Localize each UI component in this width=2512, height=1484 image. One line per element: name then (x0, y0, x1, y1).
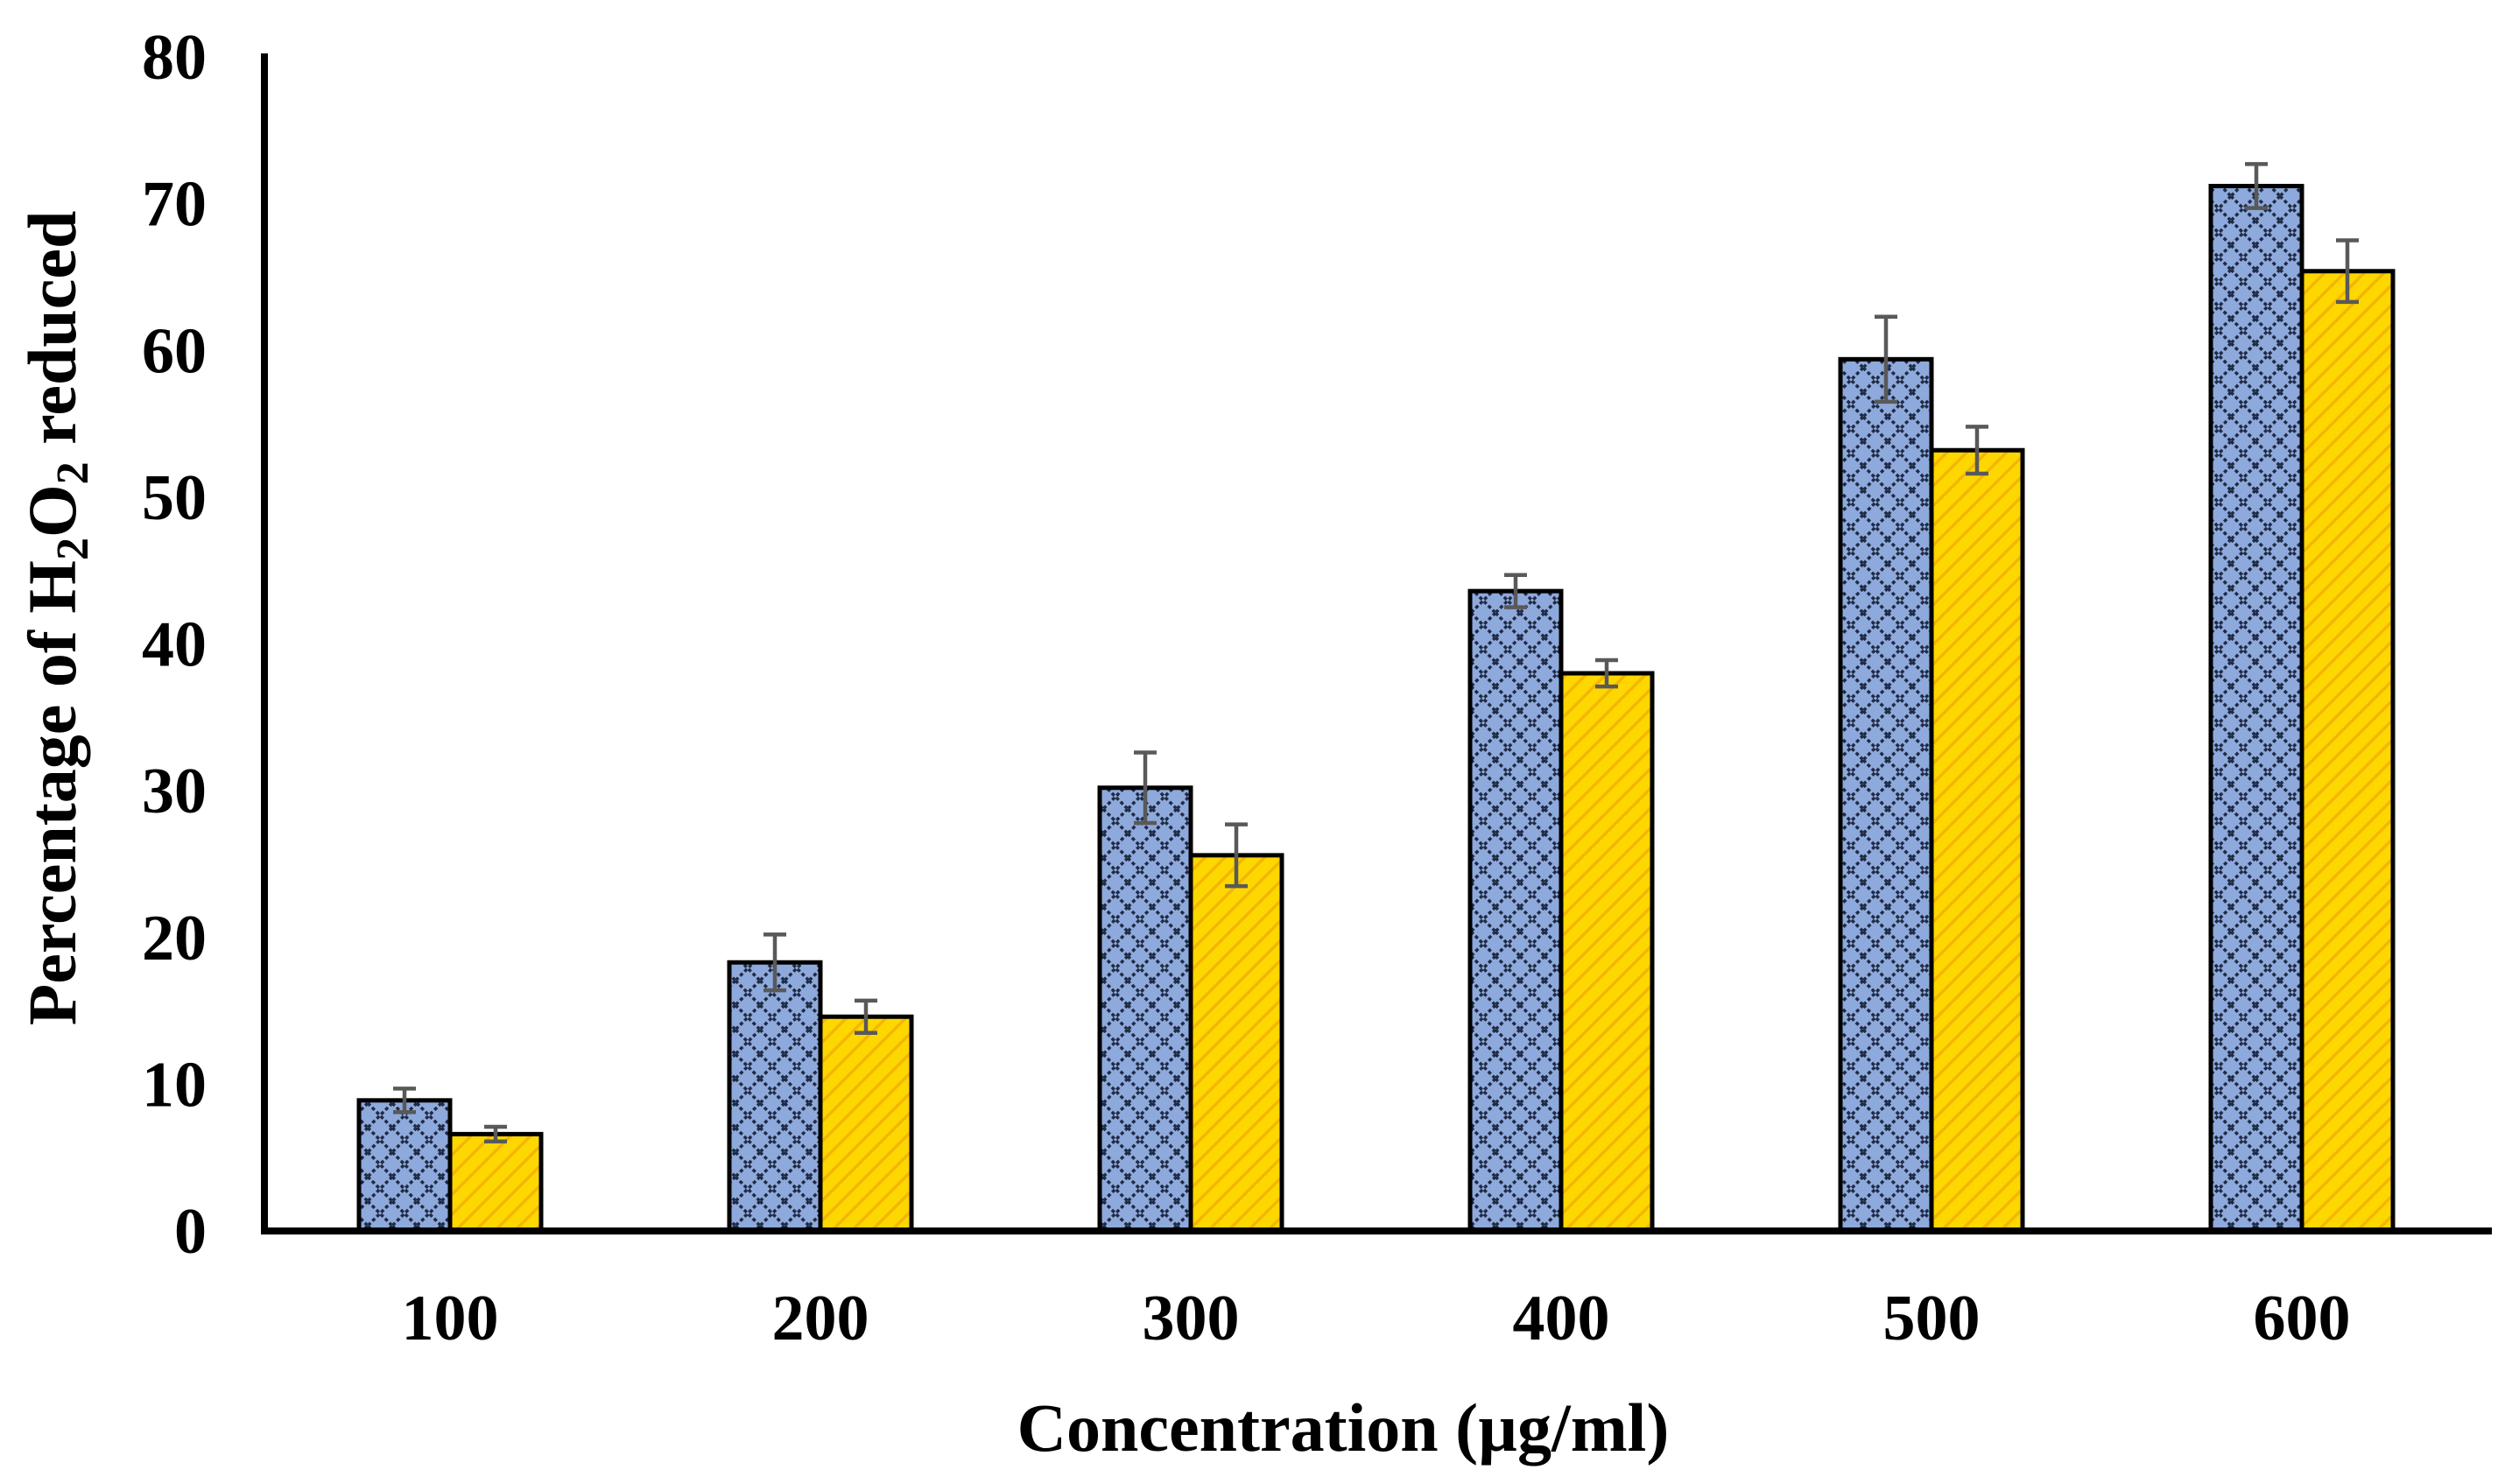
y-tick-label: 20 (142, 903, 207, 974)
bar-series-2-100 (447, 1131, 544, 1234)
bar-series-2-400 (1559, 671, 1655, 1234)
y-axis-tick-labels: 0 10 20 30 40 50 60 70 80 (142, 22, 207, 1268)
y-tick-label: 40 (142, 609, 207, 681)
y-axis-title-part: O (14, 484, 90, 538)
y-tick-label: 10 (142, 1049, 207, 1121)
y-tick-label: 60 (142, 315, 207, 387)
error-bar-series-1-500 (1875, 314, 1897, 404)
bar-series-1-400 (1467, 588, 1564, 1234)
error-bar-series-2-600 (2336, 238, 2359, 305)
y-axis-title: Percentage of H2O2 reduced (14, 211, 98, 1026)
error-bar-series-2-500 (1966, 425, 1988, 476)
error-bar-series-2-400 (1595, 658, 1618, 689)
bar-series-2-500 (1929, 447, 2025, 1234)
x-tick-label: 300 (1143, 1283, 1240, 1354)
error-bar-series-1-100 (393, 1087, 416, 1115)
y-tick-label: 50 (142, 462, 207, 534)
error-bar-series-2-100 (484, 1124, 507, 1143)
x-tick-label: 400 (1513, 1283, 1610, 1354)
error-bars (393, 162, 2359, 1143)
x-axis-title: Concentration (µg/ml) (1017, 1389, 1670, 1466)
bar-series-1-100 (356, 1098, 453, 1234)
error-bar-series-1-600 (2245, 162, 2268, 210)
x-tick-label: 600 (2254, 1283, 2351, 1354)
bar-series-2-200 (818, 1014, 914, 1234)
bar-series-1-200 (727, 960, 823, 1234)
x-tick-label: 200 (772, 1283, 869, 1354)
y-tick-label: 80 (142, 22, 207, 94)
y-axis-title-subscript: 2 (48, 461, 98, 484)
bar-series-2-300 (1188, 853, 1284, 1234)
error-bar-series-1-400 (1504, 573, 1527, 609)
bar-series-1-300 (1097, 785, 1193, 1234)
bar-series-1-600 (2208, 184, 2304, 1234)
x-axis-tick-labels: 100 200 300 400 500 600 (402, 1283, 2351, 1354)
bar-series-1-500 (1838, 356, 1934, 1234)
error-bar-series-2-300 (1225, 822, 1248, 889)
error-bar-series-1-200 (763, 932, 786, 993)
y-tick-label: 0 (174, 1196, 207, 1268)
y-axis-title-part: Percentage of H (14, 560, 90, 1025)
x-tick-label: 500 (1883, 1283, 1981, 1354)
bar-series-2-600 (2299, 269, 2396, 1234)
y-tick-label: 70 (142, 169, 207, 241)
error-bar-series-2-200 (855, 998, 877, 1035)
x-tick-label: 100 (402, 1283, 499, 1354)
bars (356, 184, 2396, 1234)
y-axis-title-subscript: 2 (48, 538, 98, 560)
y-tick-label: 30 (142, 756, 207, 827)
y-axis-title-part: reduced (14, 211, 90, 462)
error-bar-series-1-300 (1134, 750, 1157, 826)
